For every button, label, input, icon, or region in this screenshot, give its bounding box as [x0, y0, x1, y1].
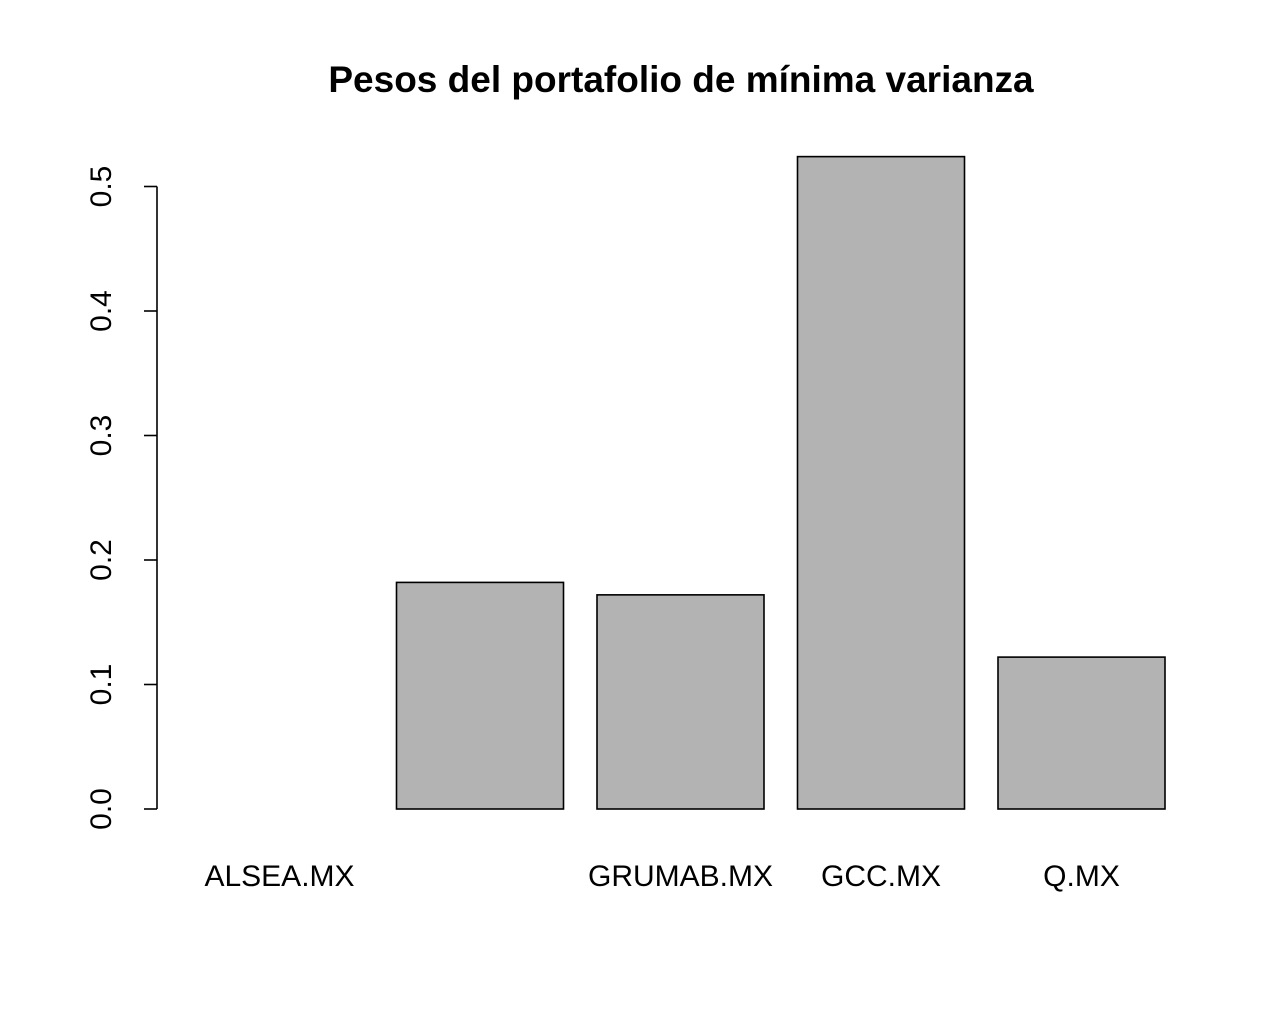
x-axis-labels: ALSEA.MX GRUMAB.MX GCC.MX Q.MX — [204, 860, 1119, 893]
x-category-label: ALSEA.MX — [204, 860, 354, 893]
y-tick-label: 0.2 — [85, 539, 118, 581]
y-tick-label: 0.1 — [85, 664, 118, 706]
x-category-label: GCC.MX — [821, 860, 941, 893]
chart-title: Pesos del portafolio de mínima varianza — [328, 59, 1034, 100]
x-category-label: GRUMAB.MX — [588, 860, 773, 893]
y-tick-label: 0.0 — [85, 788, 118, 830]
bar — [596, 594, 765, 810]
y-tick-label: 0.4 — [85, 290, 118, 332]
bar — [997, 656, 1166, 810]
bar — [796, 155, 966, 810]
y-tick-label: 0.3 — [85, 415, 118, 457]
bar — [395, 581, 565, 810]
y-axis: 0.0 0.1 0.2 0.3 0.4 0.5 — [85, 166, 158, 830]
bars — [395, 155, 1166, 810]
y-tick-label: 0.5 — [85, 166, 118, 208]
x-category-label: Q.MX — [1043, 860, 1120, 893]
